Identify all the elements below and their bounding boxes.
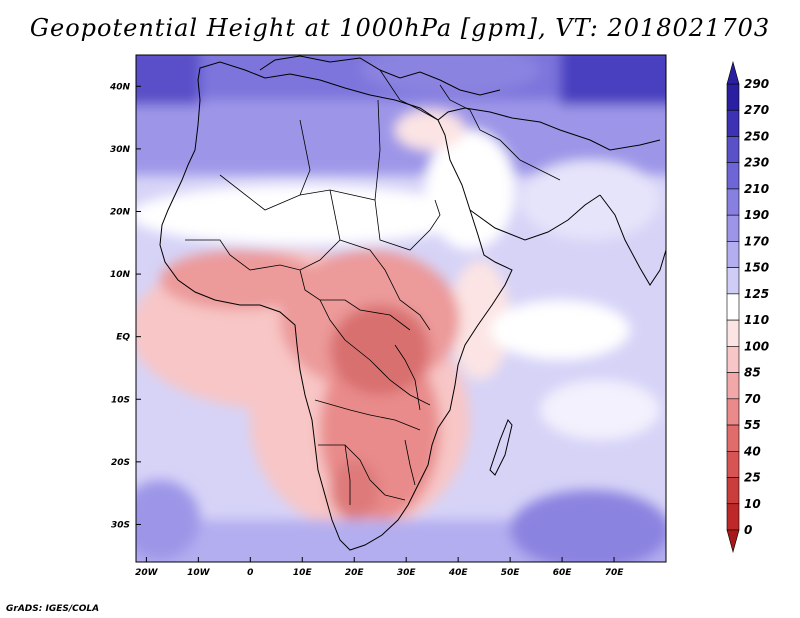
colorbar-swatch	[726, 424, 740, 452]
colorbar-swatch	[726, 136, 740, 164]
colorbar-swatch	[726, 83, 740, 111]
lon-tick-label: 20W	[135, 568, 159, 578]
colorbar-swatch	[726, 477, 740, 505]
lat-tick-label: 30N	[110, 145, 131, 155]
lon-tick-label: 20E	[345, 568, 365, 578]
lat-tick-label: 20N	[110, 207, 131, 217]
height-field	[136, 55, 666, 562]
colorbar-swatch	[726, 109, 740, 137]
lat-tick-label: 40N	[109, 82, 131, 92]
colorbar-level-label: 210	[744, 182, 769, 196]
colorbar-swatch	[726, 241, 740, 268]
colorbar-swatch	[726, 346, 740, 373]
colorbar-level-label: 25	[744, 471, 761, 485]
lon-tick-label: 30E	[397, 568, 417, 578]
colorbar-swatch	[726, 450, 740, 478]
colorbar-top-arrow	[726, 60, 740, 85]
colorbar-bottom-arrow	[726, 529, 740, 554]
colorbar-level-label: 270	[744, 103, 769, 117]
colorbar-swatch	[726, 293, 740, 321]
lat-tick-label: 10S	[111, 395, 130, 405]
lon-tick-label: 40E	[448, 568, 469, 578]
colorbar-level-label: 290	[744, 77, 769, 91]
map-frame	[135, 54, 667, 563]
lat-tick-label: 20S	[111, 458, 130, 468]
colorbar-level-label: 70	[744, 392, 761, 406]
colorbar-swatch	[726, 162, 740, 190]
colorbar-swatch	[726, 398, 740, 426]
lon-tick-label: 0	[247, 568, 253, 578]
colorbar: 2902702502302101901701501251101008570554…	[726, 60, 769, 554]
lon-tick-label: 60E	[553, 568, 573, 578]
map-title: Geopotential Height at 1000hPa [gpm], VT…	[29, 14, 771, 42]
colorbar-level-label: 100	[744, 339, 769, 353]
lon-tick-label: 10W	[187, 568, 211, 578]
lon-tick-label: 50E	[501, 568, 521, 578]
colorbar-swatch	[726, 214, 740, 242]
colorbar-level-label: 190	[744, 208, 769, 222]
colorbar-level-label: 250	[744, 129, 769, 143]
colorbar-level-label: 230	[744, 156, 769, 170]
colorbar-level-label: 150	[744, 261, 769, 275]
lat-tick-label: EQ	[116, 333, 130, 343]
lat-tick-label: 10N	[110, 270, 131, 280]
colorbar-swatch	[726, 503, 740, 531]
lat-tick-label: 30S	[111, 520, 130, 530]
country-borders	[185, 69, 561, 505]
lon-tick-label: 70E	[605, 568, 625, 578]
colorbar-swatch	[726, 372, 740, 400]
colorbar-level-label: 0	[744, 523, 752, 537]
colorbar-level-label: 10	[744, 497, 761, 511]
colorbar-level-label: 170	[744, 234, 769, 248]
colorbar-swatch	[726, 319, 740, 347]
colorbar-level-label: 85	[744, 366, 761, 380]
credit-label: GrADS: IGES/COLA	[6, 604, 100, 614]
axis-ticks: 20W 10W 0 10E 20E 30E 40E 50E 60E 70E 40N 30N 20N 10N…	[109, 82, 624, 578]
colorbar-level-label: 110	[744, 313, 769, 327]
colorbar-level-label: 40	[743, 444, 761, 458]
colorbar-level-label: 125	[744, 287, 769, 301]
colorbar-level-label: 55	[744, 418, 761, 432]
colorbar-swatch	[726, 267, 740, 295]
coastlines	[159, 55, 666, 551]
colorbar-swatch	[726, 188, 740, 216]
lon-tick-label: 10E	[293, 568, 313, 578]
